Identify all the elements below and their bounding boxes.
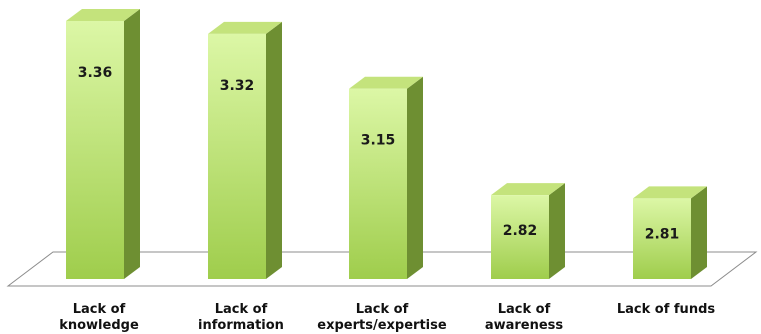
bars-group: 3.36 3.32 3.15 2.82 2.81 [66, 9, 707, 280]
category-label: knowledge [59, 318, 139, 333]
bar-4: 2.82 [491, 183, 565, 279]
bar-side [549, 183, 565, 279]
bar-front [66, 21, 124, 279]
bar-value-label: 2.82 [503, 223, 538, 239]
category-label: experts/expertise [317, 318, 447, 333]
bar-top [66, 9, 140, 21]
bar-top [633, 186, 707, 199]
bar-side [407, 76, 423, 279]
bar-value-label: 3.15 [361, 133, 396, 149]
bar-front [491, 195, 549, 279]
bar-top [349, 76, 423, 89]
bar-front [208, 33, 266, 280]
category-label: awareness [485, 318, 564, 333]
category-label: Lack of [498, 302, 551, 317]
bar-1: 3.36 [66, 9, 140, 279]
bar-top [491, 183, 565, 196]
bar-side [124, 9, 140, 279]
bar-5: 2.81 [633, 186, 707, 279]
bar-value-label: 2.81 [645, 226, 680, 242]
category-label: Lack of [73, 302, 126, 317]
bar-value-label: 3.32 [220, 78, 255, 94]
bar-side [691, 186, 707, 279]
bar-front [349, 88, 407, 279]
bar-top [208, 21, 282, 34]
bar-front [633, 198, 691, 279]
category-label: Lack of [356, 302, 409, 317]
category-label: Lack of [215, 302, 268, 317]
category-label: information [198, 318, 284, 333]
bar-3: 3.15 [349, 76, 423, 279]
category-label: Lack of funds [617, 302, 716, 317]
bar-side [266, 21, 282, 280]
bar-value-label: 3.36 [78, 65, 113, 81]
bar-2: 3.32 [208, 21, 282, 280]
